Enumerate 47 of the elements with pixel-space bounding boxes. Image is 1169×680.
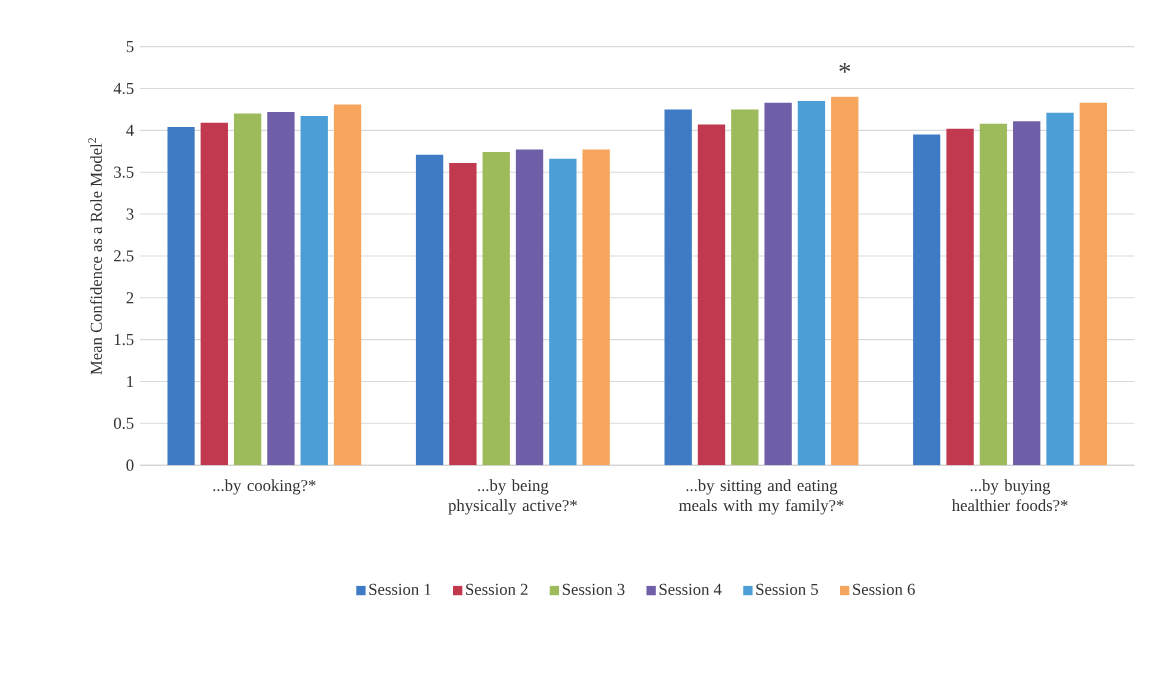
bar	[797, 101, 826, 466]
bar	[697, 124, 726, 466]
bar	[515, 149, 544, 466]
y-tick-label: 4	[126, 124, 134, 136]
y-tick-label: 3.5	[114, 166, 134, 178]
bar	[482, 152, 510, 466]
bar	[582, 149, 610, 466]
legend-label: Session 1	[369, 583, 431, 596]
bar	[764, 102, 792, 466]
bar	[167, 127, 195, 466]
x-tick-label: ...by sitting and eating meals with my family?*	[678, 479, 844, 515]
bar	[449, 163, 477, 466]
bar	[731, 109, 759, 466]
bar	[415, 154, 444, 466]
y-tick-label: 2.5	[114, 250, 134, 262]
bar	[233, 113, 262, 466]
legend-label: Session 6	[853, 583, 915, 596]
bar	[831, 96, 859, 466]
legend-label: Session 2	[466, 583, 528, 596]
y-tick-label: 3	[126, 208, 134, 220]
x-tick-label: ...by buying healthier foods?*	[951, 479, 1068, 512]
bar	[979, 123, 1008, 466]
y-tick-label: 1.5	[114, 334, 134, 346]
bar	[1013, 121, 1041, 466]
x-tick-label: ...by cooking?*	[213, 479, 316, 495]
x-tick-label: ...by being physically active?*	[448, 479, 577, 515]
bar	[333, 104, 362, 466]
y-tick-label: 1	[127, 376, 134, 388]
bar	[1046, 112, 1074, 466]
y-tick-label: 0	[126, 459, 134, 471]
annotation: *	[839, 63, 851, 73]
legend-label: Session 5	[756, 583, 818, 596]
y-tick-label: 4.5	[113, 82, 134, 95]
bar	[549, 158, 577, 466]
bar	[946, 128, 974, 466]
bar	[200, 122, 228, 466]
bar	[1079, 102, 1108, 466]
bar	[664, 109, 692, 466]
y-tick-label: 0.5	[113, 417, 134, 430]
y-axis-title: Mean Confidence as a Role Model$^{2}$	[88, 138, 102, 375]
bar	[300, 116, 328, 466]
legend-label: Session 3	[562, 583, 625, 596]
bar	[267, 112, 295, 466]
y-tick-label: 2	[126, 292, 134, 304]
legend-label: Session 4	[659, 583, 722, 596]
y-tick-label: 5	[126, 41, 134, 53]
bar	[913, 134, 941, 466]
